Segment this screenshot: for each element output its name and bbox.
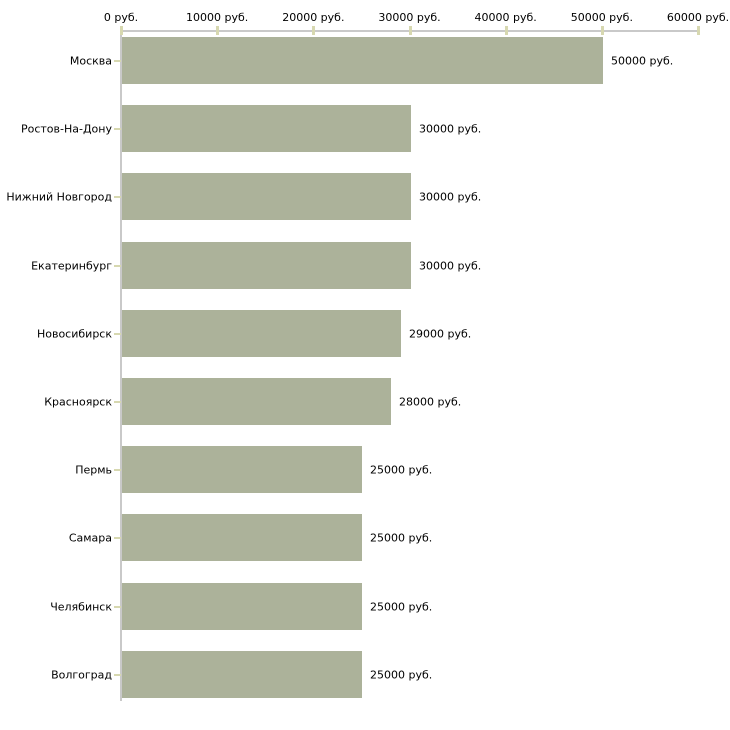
x-axis-tick [312, 26, 316, 35]
bar [122, 37, 603, 84]
category-label: Москва [69, 54, 112, 67]
x-axis-tick-label: 30000 руб. [378, 11, 441, 24]
x-axis-tick-label: 40000 руб. [474, 11, 537, 24]
category-label: Красноярск [44, 395, 112, 408]
bar-value-label: 25000 руб. [370, 531, 433, 544]
category-tick [114, 195, 121, 198]
category-tick [114, 332, 121, 335]
bar [122, 173, 411, 220]
category-tick [114, 264, 121, 267]
bar [122, 105, 411, 152]
category-tick [114, 127, 121, 130]
category-label: Нижний Новгород [6, 190, 112, 203]
bar [122, 446, 362, 493]
bar [122, 651, 362, 698]
x-axis-tick-label: 20000 руб. [282, 11, 345, 24]
category-tick [114, 673, 121, 676]
category-tick [114, 605, 121, 608]
category-label: Екатеринбург [31, 259, 112, 272]
bar-value-label: 30000 руб. [419, 190, 482, 203]
category-tick [114, 400, 121, 403]
x-axis-tick [408, 26, 412, 35]
x-axis-tick-label: 50000 руб. [570, 11, 633, 24]
x-axis-tick-label: 60000 руб. [666, 11, 730, 24]
bar-value-label: 29000 руб. [409, 327, 472, 340]
bar [122, 583, 362, 630]
bar-value-label: 25000 руб. [370, 668, 433, 681]
x-axis-tick [120, 26, 123, 35]
x-axis-tick [697, 26, 700, 35]
category-label: Новосибирск [36, 327, 112, 340]
category-label: Ростов-На-Дону [20, 122, 112, 135]
category-tick [114, 59, 121, 62]
bar-value-label: 30000 руб. [419, 259, 482, 272]
bar-value-label: 25000 руб. [370, 600, 433, 613]
bar-value-label: 30000 руб. [419, 122, 482, 135]
bar [122, 514, 362, 561]
y-axis-line [120, 30, 122, 701]
x-axis-tick [504, 26, 508, 35]
x-axis-tick-label: 10000 руб. [186, 11, 249, 24]
x-axis-tick [216, 26, 220, 35]
bar [122, 242, 411, 289]
bar [122, 378, 391, 425]
category-tick [114, 468, 121, 471]
x-axis-tick-label: 0 руб. [103, 11, 139, 24]
category-label: Самара [68, 531, 112, 544]
bar-value-label: 50000 руб. [611, 54, 674, 67]
bar-value-label: 28000 руб. [399, 395, 462, 408]
category-label: Волгоград [51, 668, 112, 681]
category-label: Пермь [75, 463, 112, 476]
x-axis-tick [600, 26, 604, 35]
category-tick [114, 536, 121, 539]
bar-value-label: 25000 руб. [370, 463, 433, 476]
category-label: Челябинск [50, 600, 112, 613]
bar [122, 310, 401, 357]
